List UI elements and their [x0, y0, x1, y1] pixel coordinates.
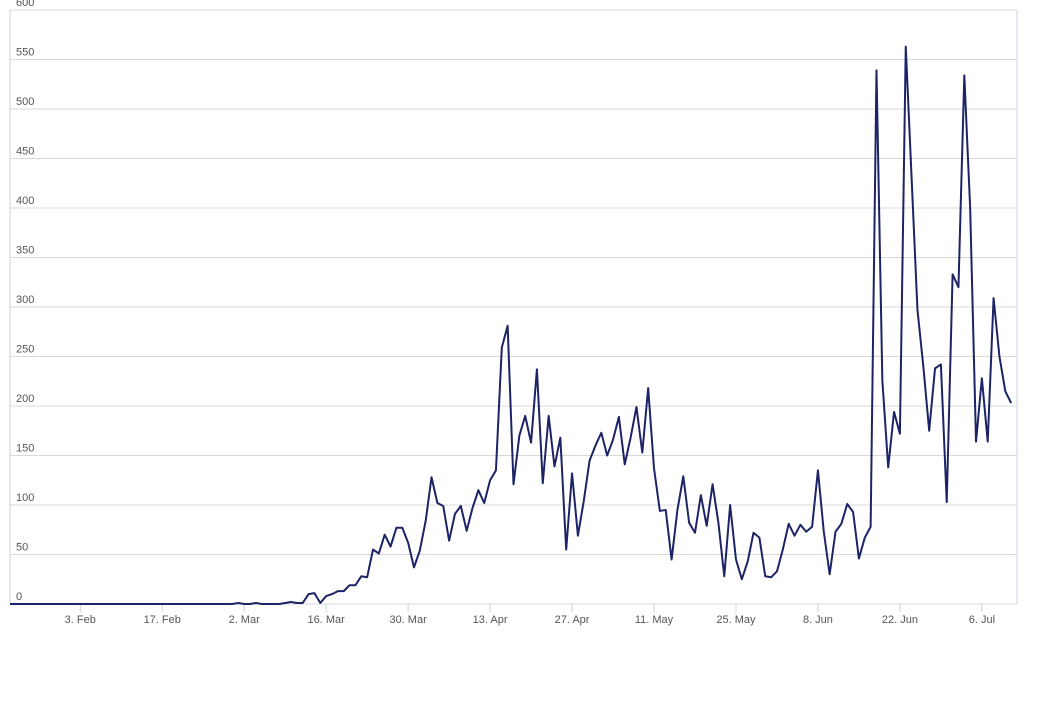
x-tick-label: 8. Jun [803, 614, 833, 626]
x-tick-label: 6. Jul [969, 614, 995, 626]
x-tick-label: 13. Apr [473, 614, 508, 626]
y-tick-label: 350 [16, 245, 34, 257]
y-tick-label: 500 [16, 96, 34, 108]
y-tick-label: 400 [16, 195, 34, 207]
x-tick-label: 3. Feb [65, 614, 96, 626]
x-tick-label: 11. May [635, 614, 674, 626]
y-tick-label: 300 [16, 294, 34, 306]
y-tick-label: 50 [16, 542, 28, 554]
x-tick-label: 16. Mar [308, 614, 346, 626]
y-tick-label: 550 [16, 47, 34, 59]
y-tick-label: 200 [16, 393, 34, 405]
y-tick-label: 150 [16, 443, 34, 455]
x-tick-label: 25. May [716, 614, 756, 626]
y-tick-label: 600 [16, 0, 34, 9]
x-tick-label: 30. Mar [389, 614, 427, 626]
y-tick-label: 450 [16, 146, 34, 158]
y-tick-label: 0 [16, 591, 22, 603]
data-line [10, 45, 1013, 605]
x-tick-label: 2. Mar [229, 614, 261, 626]
x-tick-label: 22. Jun [882, 614, 918, 626]
y-tick-label: 100 [16, 492, 34, 504]
x-tick-label: 17. Feb [144, 614, 181, 626]
x-tick-label: 27. Apr [555, 614, 590, 626]
y-tick-label: 250 [16, 344, 34, 356]
